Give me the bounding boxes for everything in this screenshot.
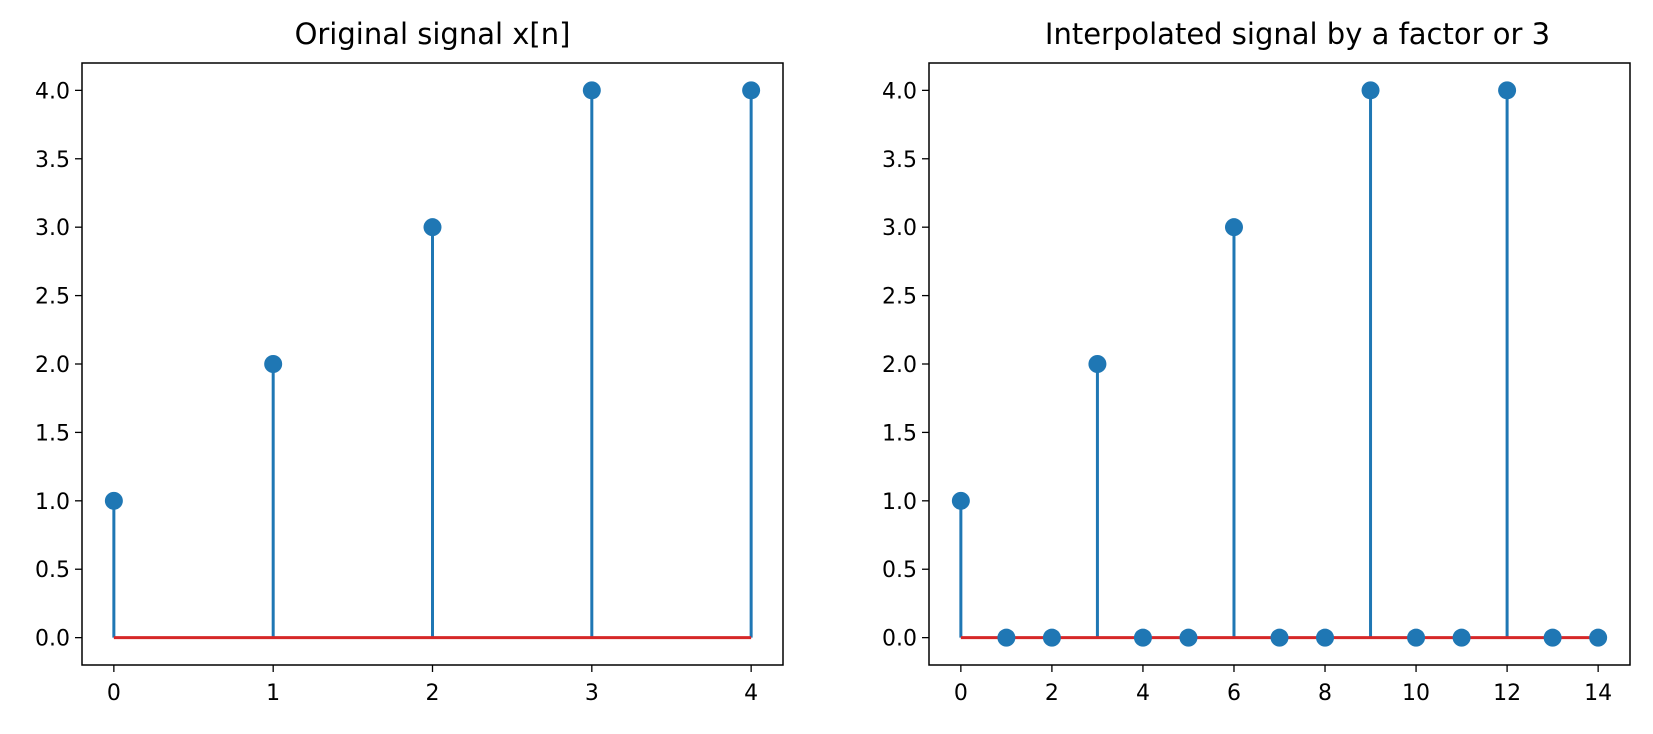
x-tick-label: 6 <box>1227 681 1241 706</box>
stem-marker <box>1498 81 1517 100</box>
x-tick-label: 14 <box>1584 681 1612 706</box>
stem-marker <box>1316 628 1335 647</box>
x-tick-label: 0 <box>107 681 121 706</box>
y-tick-label: 1.0 <box>882 490 917 515</box>
x-tick-label: 4 <box>1136 681 1150 706</box>
y-tick-label: 3.0 <box>35 216 70 241</box>
y-tick-label: 0.0 <box>35 627 70 652</box>
chart-marks <box>951 81 1608 647</box>
x-tick-label: 8 <box>1318 681 1332 706</box>
stem-marker <box>1042 628 1061 647</box>
stem-marker <box>951 491 970 510</box>
stem-marker <box>264 355 283 373</box>
x-tick-label: 3 <box>585 681 599 706</box>
stem-marker <box>1088 355 1107 373</box>
x-tick-label: 0 <box>954 681 968 706</box>
y-tick-label: 1.0 <box>35 490 70 515</box>
stem-marker <box>1452 628 1471 647</box>
stem-marker <box>997 628 1016 647</box>
y-tick-label: 3.5 <box>882 148 917 173</box>
x-tick-label: 2 <box>426 681 440 706</box>
x-tick-label: 12 <box>1493 681 1521 706</box>
y-tick-label: 2.5 <box>35 285 70 310</box>
chart-interpolated-signal: Interpolated signal by a factor or 3 0 2 4… <box>882 17 1631 706</box>
y-tick-label: 4.0 <box>35 79 70 104</box>
y-tick-label: 2.5 <box>882 285 917 310</box>
stem-marker <box>1133 628 1152 647</box>
x-tick-label: 10 <box>1402 681 1430 706</box>
axis-ticks: 0 2 4 6 8 10 12 14 0.0 0.5 1.0 1.5 2.0 2.5 3.0 3.5 4.0 <box>882 79 1612 706</box>
axis-ticks: 0 1 2 3 4 0.0 0.5 1.0 1.5 2.0 2.5 3.0 3.5 4.0 <box>35 79 758 706</box>
stem-marker <box>423 218 442 237</box>
y-tick-label: 0.5 <box>882 558 917 583</box>
chart-original-signal: Original signal x[n] 0 1 2 3 4 0.0 0.5 1.0 1.5 2.… <box>35 17 784 706</box>
y-tick-label: 2.0 <box>882 353 917 378</box>
x-tick-label: 2 <box>1045 681 1059 706</box>
stem-marker <box>1543 628 1562 647</box>
stem-marker <box>1270 628 1289 647</box>
y-tick-label: 0.0 <box>882 627 917 652</box>
x-tick-label: 4 <box>744 681 758 706</box>
y-tick-label: 2.0 <box>35 353 70 378</box>
chart-marks <box>104 81 761 640</box>
stem-marker <box>1179 628 1198 647</box>
chart-title: Interpolated signal by a factor or 3 <box>1045 17 1550 51</box>
stem-marker <box>1361 81 1380 100</box>
y-tick-label: 1.5 <box>882 421 917 446</box>
stem-marker <box>742 81 761 100</box>
chart-title: Original signal x[n] <box>295 17 571 51</box>
y-tick-label: 3.0 <box>882 216 917 241</box>
y-tick-label: 3.5 <box>35 148 70 173</box>
stem-marker <box>582 81 601 100</box>
stem-marker <box>1589 628 1608 647</box>
stem-marker <box>1407 628 1426 647</box>
y-tick-label: 1.5 <box>35 421 70 446</box>
y-tick-label: 0.5 <box>35 558 70 583</box>
x-tick-label: 1 <box>266 681 280 706</box>
plot-area-frame <box>928 62 1631 666</box>
stem-marker <box>1224 218 1243 237</box>
stem-marker <box>104 491 123 510</box>
plot-area-frame <box>81 62 784 666</box>
y-tick-label: 4.0 <box>882 79 917 104</box>
